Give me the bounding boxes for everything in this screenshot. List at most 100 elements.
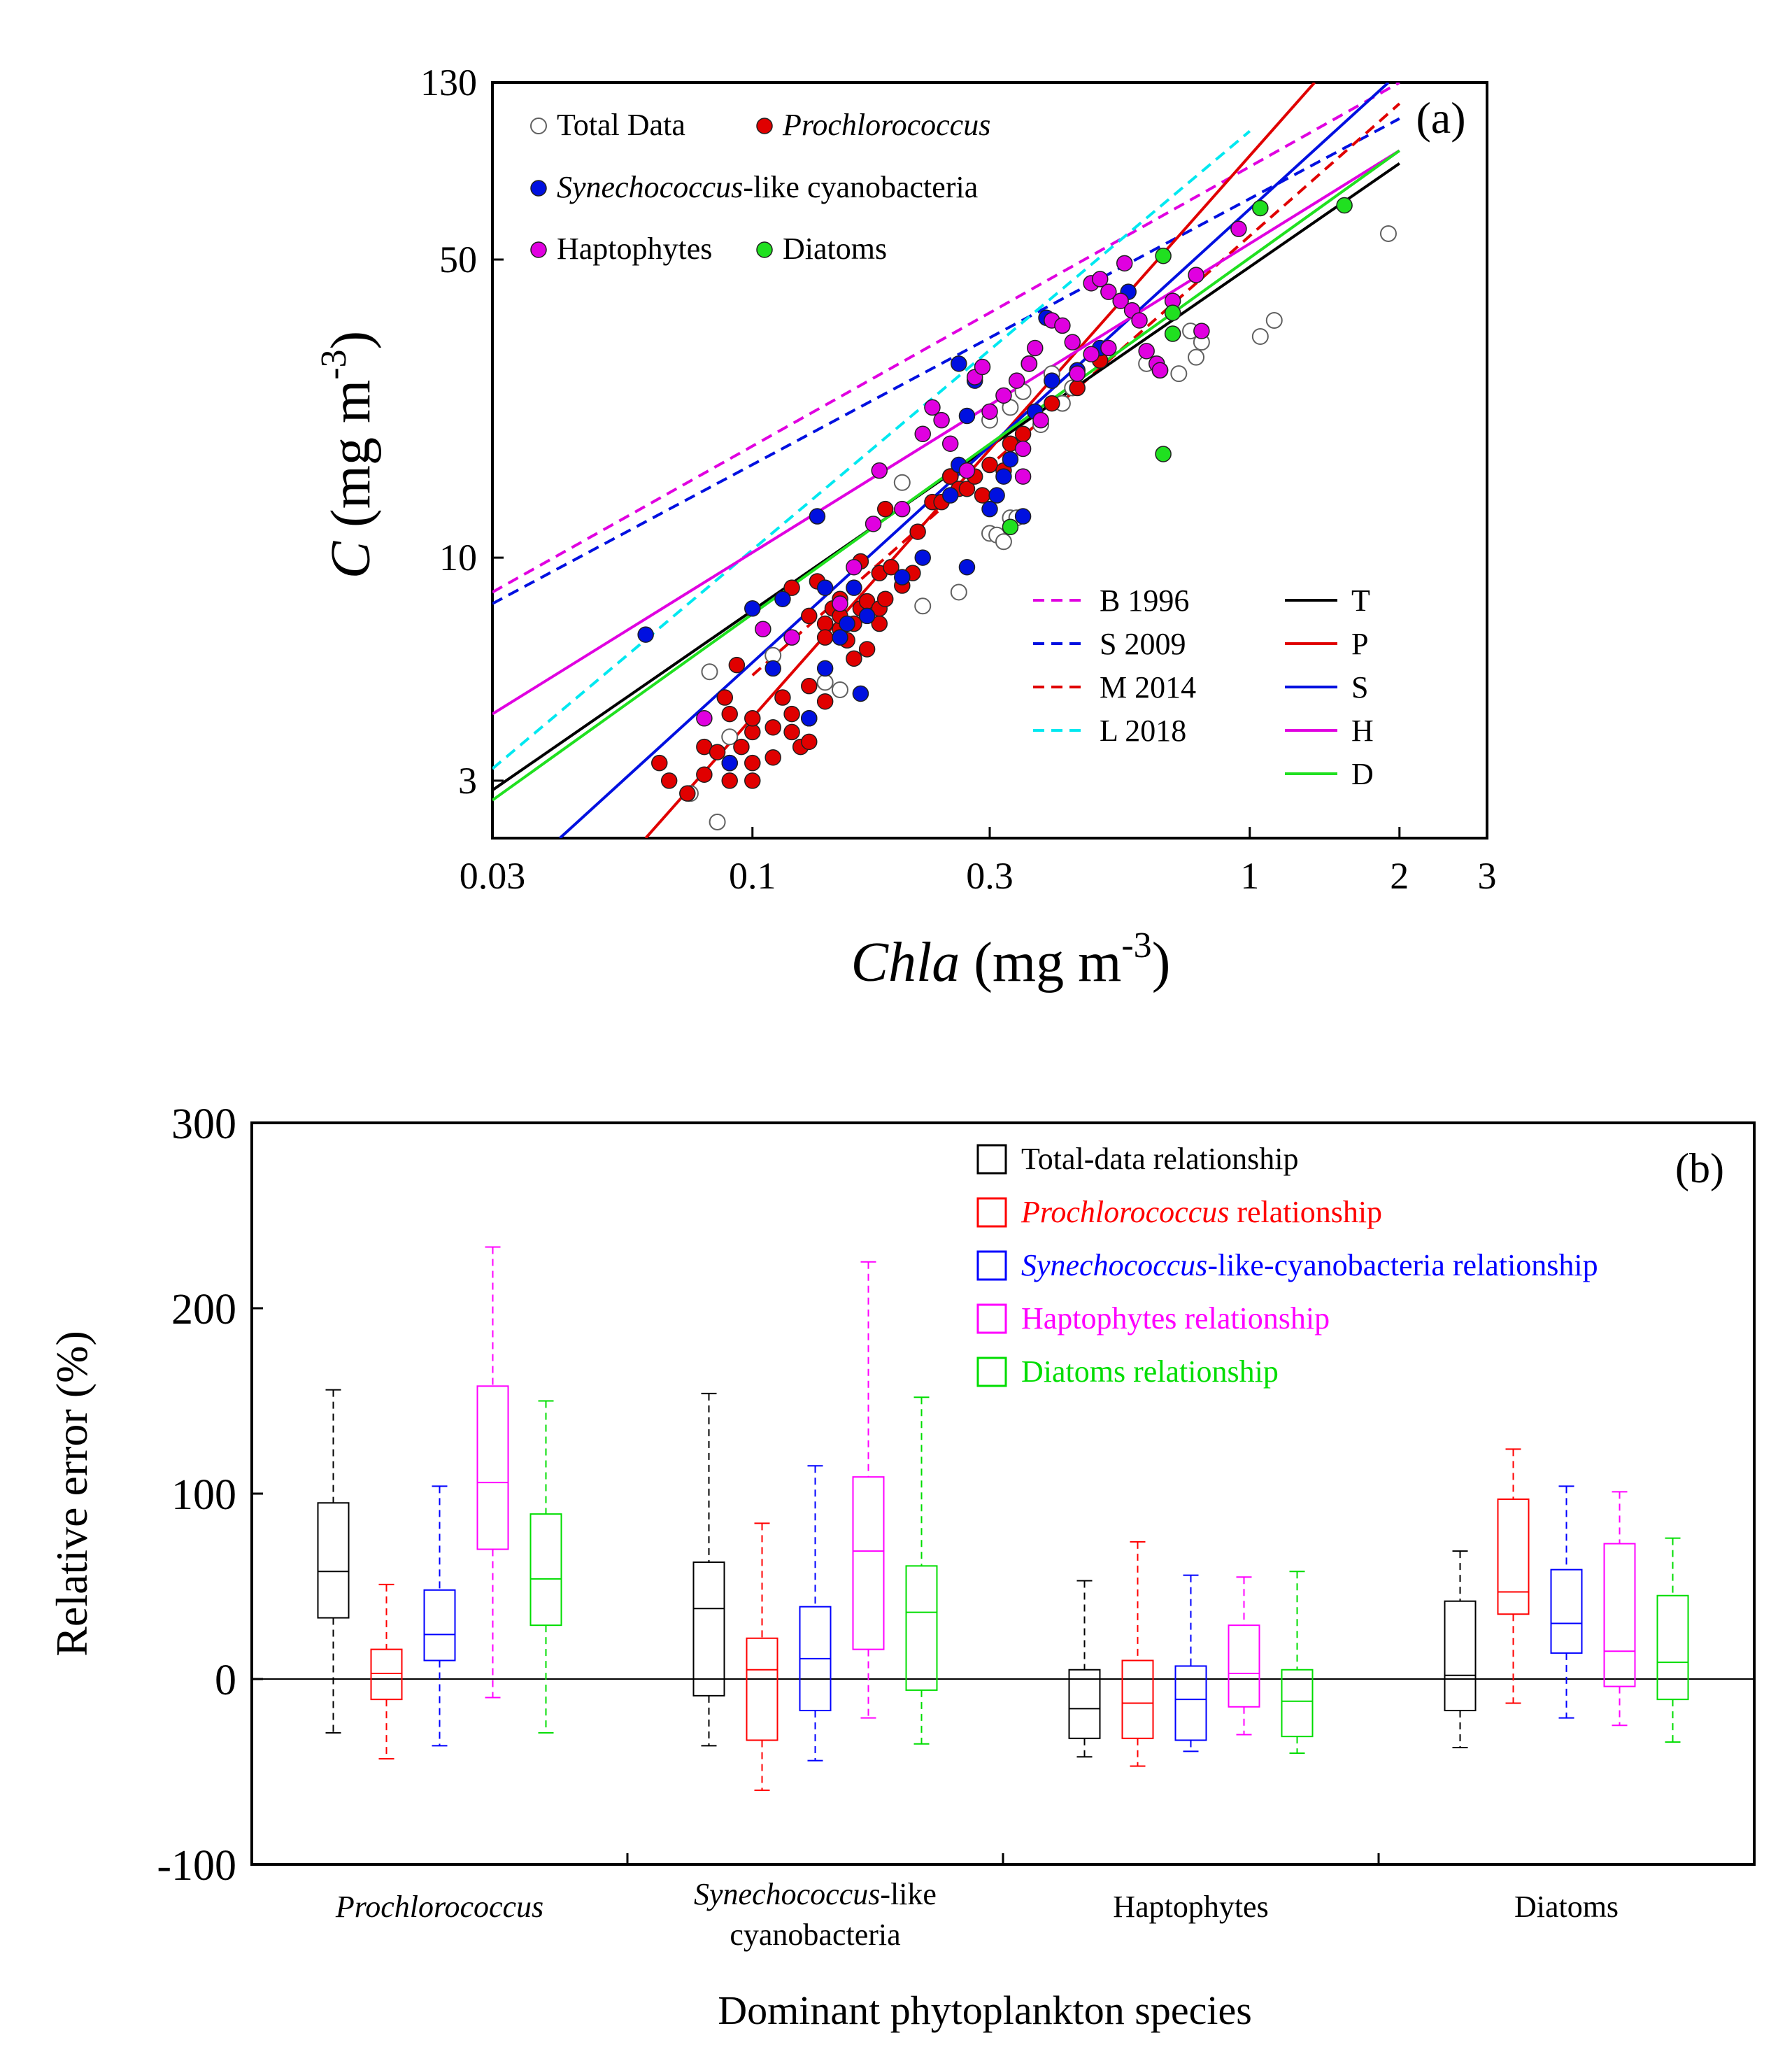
point-haptophytes-8: [924, 399, 941, 416]
y-tick-label-3: 3: [458, 760, 477, 802]
line-l-2018: [492, 129, 1251, 770]
point-total-data-10: [950, 583, 967, 601]
point-synechococcus-like-cyanobacteria-30: [951, 355, 967, 372]
b-category-synechococcus-like: Synechococcus-like: [694, 1877, 937, 1911]
box-synechococcus-like-cyanobacteria-relationship-2-iqr: [1174, 1665, 1207, 1741]
b-legend-swatch-1: [976, 1197, 1007, 1228]
point-total-data-7: [893, 474, 911, 491]
point-haptophytes-42: [1083, 346, 1100, 362]
point-haptophytes-40: [1014, 440, 1032, 458]
legend-line-fit-label-d: D: [1351, 757, 1374, 791]
point-haptophytes-10: [941, 435, 959, 452]
x-tick-label-0-3: 0.3: [966, 855, 1014, 897]
b-legend-swatch-0: [976, 1144, 1007, 1175]
point-synechococcus-like-cyanobacteria-11: [846, 579, 862, 596]
b-category-prochlorococcus: Prochlorococcus: [335, 1890, 543, 1924]
point-haptophytes-19: [1027, 339, 1044, 357]
legend-label-hap: Haptophytes: [557, 232, 712, 266]
panel-b-boxes: [317, 1246, 1689, 1791]
point-haptophytes-28: [1112, 292, 1129, 309]
point-haptophytes-37: [1193, 323, 1210, 339]
point-diatoms-6: [1336, 197, 1353, 214]
point-haptophytes-11: [958, 462, 976, 479]
point-synechococcus-like-cyanobacteria-3: [765, 660, 781, 677]
point-haptophytes-34: [1151, 362, 1169, 379]
point-prochlorococcus-16: [765, 718, 781, 736]
box-prochlorococcus-relationship-2-iqr: [1121, 1659, 1154, 1739]
point-synechococcus-like-cyanobacteria-21: [995, 468, 1012, 485]
point-total-data-1: [701, 663, 718, 681]
b-legend-label-2: Synechococcus-like-cyanobacteria relatio…: [1021, 1248, 1598, 1282]
point-prochlorococcus-23: [774, 689, 791, 706]
point-total-data-6: [831, 681, 848, 698]
b-category-diatoms: Diatoms: [1514, 1890, 1619, 1924]
point-synechococcus-like-cyanobacteria-6: [809, 508, 826, 525]
point-total-data-32: [1379, 225, 1397, 242]
point-haptophytes-26: [1100, 283, 1117, 300]
legend-line-fit-label-s: S: [1351, 670, 1368, 704]
point-total-data-8: [914, 597, 932, 615]
point-total-data-26: [1170, 365, 1188, 383]
point-haptophytes-15: [995, 387, 1012, 404]
x-tick-label-1: 1: [1240, 855, 1259, 897]
legend-label-pro: Prochlorococcus: [782, 108, 990, 142]
y-tick-label-130: 130: [420, 62, 477, 104]
point-total-data-30: [1251, 328, 1269, 346]
b-category-line2-1: cyanobacteria: [730, 1918, 900, 1952]
panel-b: -100 0 100 200 300 Prochlorococcus Synechococc…: [47, 1100, 1756, 2033]
point-synechococcus-like-cyanobacteria-22: [1002, 451, 1019, 468]
point-total-data-5: [816, 674, 834, 691]
box-haptophytes-relationship-0-iqr: [476, 1385, 509, 1550]
point-haptophytes-18: [1014, 468, 1032, 485]
line-m-2014: [751, 102, 1401, 677]
point-synechococcus-like-cyanobacteria-18: [958, 558, 976, 576]
point-prochlorococcus-42: [883, 558, 899, 576]
point-haptophytes-29: [1116, 255, 1133, 272]
point-prochlorococcus-50: [958, 480, 976, 497]
panel-a: 0.03 0.1 0.3 1 2 3 3 10 50 130 (a) Total Data Proc…: [314, 62, 1497, 993]
point-haptophytes-13: [974, 358, 991, 376]
legend-line-label-s-2009: S 2009: [1100, 627, 1186, 661]
x-tick-label-0-1: 0.1: [729, 855, 776, 897]
panel-a-data-points: [637, 197, 1397, 830]
point-haptophytes-32: [1138, 343, 1155, 360]
b-legend-label-1: Prochlorococcus relationship: [1021, 1195, 1382, 1229]
b-legend-swatch-4: [976, 1357, 1007, 1387]
box-prochlorococcus-relationship-3-iqr: [1497, 1498, 1530, 1615]
point-haptophytes-39: [783, 629, 800, 646]
point-prochlorococcus-1: [660, 772, 678, 789]
point-total-data-3: [721, 728, 739, 746]
legend-label-total: Total Data: [557, 108, 685, 142]
point-prochlorococcus-34: [846, 650, 862, 667]
point-haptophytes-25: [1091, 271, 1109, 288]
box-synechococcus-like-cyanobacteria-relationship-0-iqr: [423, 1589, 456, 1662]
legend-label-dia: Diatoms: [783, 232, 887, 266]
panel-b-x-axis-title: Dominant phytoplankton species: [718, 1988, 1252, 2033]
b-legend-label-0: Total-data relationship: [1021, 1142, 1298, 1176]
point-prochlorococcus-3: [696, 766, 713, 783]
point-haptophytes-36: [1188, 267, 1204, 283]
point-prochlorococcus-28: [816, 629, 834, 646]
point-prochlorococcus-22: [801, 677, 818, 695]
point-synechococcus-like-cyanobacteria-4: [774, 590, 791, 607]
legend-line-fit-label-p: P: [1351, 627, 1368, 661]
point-prochlorococcus-26: [801, 607, 818, 625]
point-synechococcus-like-cyanobacteria-9: [832, 629, 848, 646]
point-prochlorococcus-5: [709, 744, 726, 760]
box-total-data-relationship-1-iqr: [692, 1561, 725, 1697]
line-s-2009: [492, 117, 1400, 605]
point-haptophytes-7: [914, 425, 931, 443]
legend-line-label-m-2014: M 2014: [1100, 670, 1196, 704]
point-synechococcus-like-cyanobacteria-2: [744, 600, 761, 617]
point-prochlorococcus-2: [679, 785, 696, 802]
point-diatoms-5: [1252, 199, 1269, 217]
x-tick-label-0-03: 0.03: [460, 855, 526, 897]
point-haptophytes-17: [1021, 355, 1038, 372]
line-b-1996: [492, 83, 1400, 594]
box-total-data-relationship-3-iqr: [1444, 1600, 1477, 1712]
point-total-data-0: [709, 813, 726, 830]
point-prochlorococcus-11: [744, 723, 761, 741]
